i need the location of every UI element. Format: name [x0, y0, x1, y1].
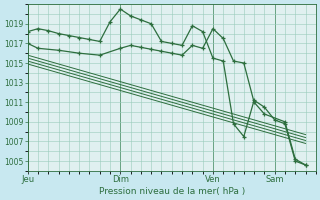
- X-axis label: Pression niveau de la mer( hPa ): Pression niveau de la mer( hPa ): [99, 187, 245, 196]
